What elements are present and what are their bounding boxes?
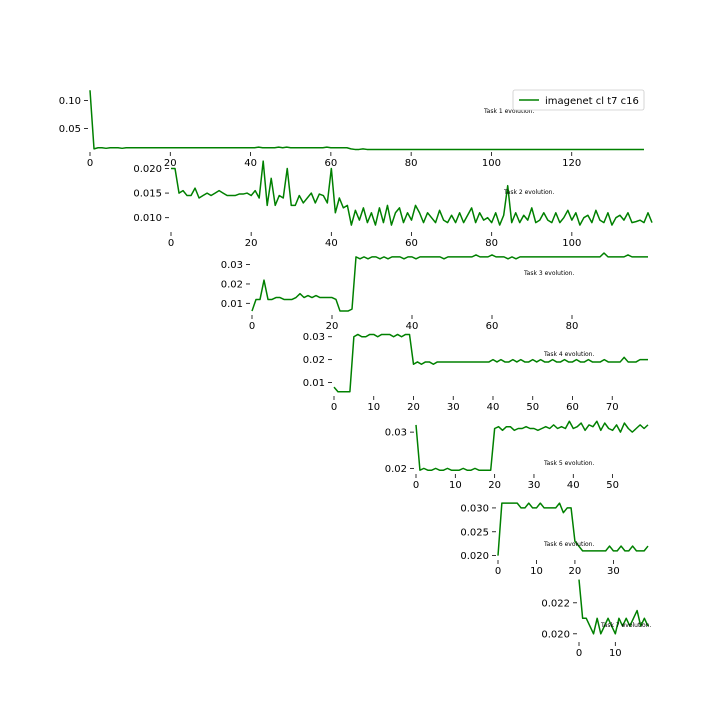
y-tick-label: 0.03	[303, 332, 325, 343]
y-tick-label: 0.022	[541, 598, 570, 609]
panel-title: Task 3 evolution.	[523, 270, 574, 277]
x-tick-label: 40	[325, 238, 338, 249]
task-panel-3: 0 20 40 60 80 0.01 0.02 0.03 Task 3 evolution.	[221, 252, 648, 332]
panel-title: Task 2 evolution.	[503, 189, 554, 196]
y-tick-label: 0.01	[303, 378, 325, 389]
y-tick-label: 0.03	[221, 260, 243, 271]
y-tick-label: 0.015	[133, 189, 162, 200]
x-tick-label: 20	[407, 402, 420, 413]
x-tick-label: 60	[566, 402, 579, 413]
legend-box	[512, 89, 645, 111]
x-tick-label: 80	[566, 321, 579, 332]
x-tick-label: 60	[324, 158, 337, 169]
legend: imagenet cl t7 c16	[512, 89, 645, 111]
x-tick-label: 0	[168, 238, 174, 249]
x-tick-label: 10	[530, 566, 543, 577]
x-tick-label: 10	[609, 648, 622, 659]
x-tick-label: 60	[486, 321, 499, 332]
y-tick-label: 0.01	[221, 299, 243, 310]
x-tick-label: 100	[482, 158, 501, 169]
x-tick-label: 120	[562, 158, 581, 169]
x-tick-label: 80	[405, 158, 418, 169]
series-line	[497, 502, 649, 556]
y-tick-label: 0.05	[59, 124, 81, 135]
series-line	[415, 420, 649, 471]
x-tick-label: 40	[244, 158, 257, 169]
x-tick-label: 20	[488, 480, 501, 491]
panel-title: Task 1 evolution.	[483, 108, 534, 115]
legend-label: imagenet cl t7 c16	[545, 96, 639, 107]
x-tick-label: 0	[495, 566, 501, 577]
x-tick-label: 80	[485, 238, 498, 249]
panel-title: Task 7 evolution.	[600, 622, 651, 629]
x-tick-label: 20	[245, 238, 258, 249]
x-tick-label: 30	[528, 480, 541, 491]
x-tick-label: 20	[326, 321, 339, 332]
x-tick-label: 100	[562, 238, 581, 249]
x-tick-label: 70	[606, 402, 619, 413]
x-tick-label: 50	[526, 402, 539, 413]
y-tick-label: 0.010	[133, 213, 162, 224]
x-tick-label: 40	[567, 480, 580, 491]
y-tick-label: 0.020	[541, 629, 570, 640]
task-panel-5: 0 10 20 30 40 50 0.02 0.03 Task 5 evolution.	[385, 420, 649, 491]
series-line	[89, 90, 644, 151]
x-tick-label: 0	[331, 402, 337, 413]
series-line	[578, 579, 649, 635]
task-panel-4: 0 10 20 30 40 50 60 70 0.01 0.02 0.03 Task 4 evolut…	[303, 332, 648, 413]
x-tick-label: 0	[576, 648, 582, 659]
y-tick-label: 0.025	[460, 527, 489, 538]
series-line	[333, 333, 648, 393]
x-tick-label: 0	[249, 321, 255, 332]
panel-title: Task 5 evolution.	[543, 460, 594, 467]
y-tick-label: 0.030	[460, 503, 489, 514]
task-panel-7: 0 10 0.020 0.022 Task 7 evolution.	[541, 579, 651, 659]
task-panel-1: 0 20 40 60 80 100 120 0.05 0.10 Task 1 evolution.…	[59, 89, 645, 169]
x-tick-label: 30	[607, 566, 620, 577]
y-tick-label: 0.020	[460, 551, 489, 562]
x-tick-label: 20	[164, 158, 177, 169]
series-line	[171, 160, 653, 226]
y-tick-label: 0.03	[385, 428, 407, 439]
y-tick-label: 0.02	[303, 355, 325, 366]
y-tick-label: 0.02	[221, 279, 243, 290]
series-line	[251, 252, 648, 312]
x-tick-label: 0	[87, 158, 93, 169]
x-tick-label: 10	[449, 480, 462, 491]
x-tick-label: 30	[447, 402, 460, 413]
x-tick-label: 10	[367, 402, 380, 413]
x-tick-label: 40	[406, 321, 419, 332]
y-tick-label: 0.10	[59, 96, 81, 107]
x-tick-label: 60	[405, 238, 418, 249]
panel-title: Task 4 evolution.	[543, 351, 594, 358]
y-tick-label: 0.02	[385, 464, 407, 475]
x-tick-label: 40	[487, 402, 500, 413]
x-tick-label: 20	[569, 566, 582, 577]
task-panel-6: 0 10 20 30 0.020 0.025 0.030 Task 6 evolution.	[460, 502, 649, 577]
x-tick-label: 50	[606, 480, 619, 491]
y-tick-label: 0.020	[133, 164, 162, 175]
panel-title: Task 6 evolution.	[543, 541, 594, 548]
task-panel-2: 0 20 40 60 80 100 0.010 0.015 0.020 Task 2 evolut…	[133, 160, 653, 249]
x-tick-label: 0	[413, 480, 419, 491]
